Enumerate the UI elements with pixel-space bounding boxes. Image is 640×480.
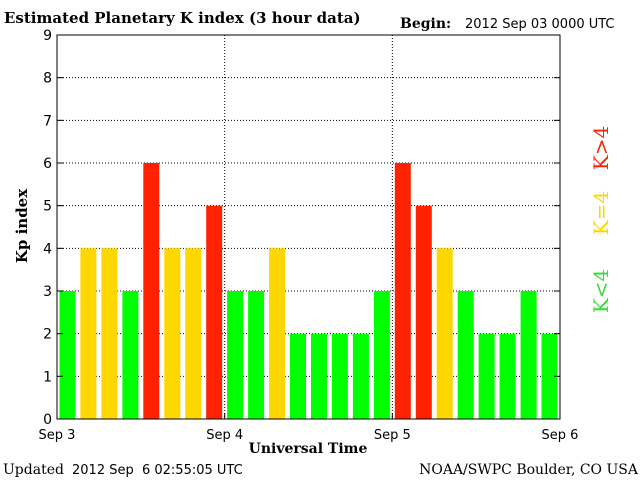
- legend-item-k-equal-4: K=4: [589, 191, 613, 235]
- plot-area: 0 1 2 3 4 5 6 7 8 9 Sep 3 Sep 4 Sep 5 Sep 6: [39, 28, 579, 443]
- bar-kp-19: [436, 248, 453, 419]
- y-tick-label: 4: [43, 241, 52, 257]
- legend-item-k-less-4: K<4: [589, 269, 613, 313]
- source-credit: NOAA/SWPC Boulder, CO USA: [419, 462, 639, 478]
- y-tick-label: 7: [43, 113, 52, 129]
- bar-kp-13: [311, 333, 327, 419]
- y-tick-label: 9: [43, 28, 52, 44]
- bar-kp-21: [478, 333, 495, 419]
- bar-kp-12: [290, 333, 306, 419]
- bar-kp-8: [206, 205, 223, 419]
- bar-kp-3: [101, 248, 118, 419]
- y-axis-label: Kp index: [13, 188, 31, 263]
- y-tick-label: 6: [43, 156, 52, 172]
- y-tick-label: 1: [43, 369, 52, 385]
- begin-label: Begin:: [400, 16, 451, 32]
- updated-value: 2012 Sep 6 02:55:05 UTC: [72, 463, 243, 478]
- begin-value: 2012 Sep 03 0000 UTC: [465, 17, 615, 32]
- bar-kp-14: [331, 333, 348, 419]
- bar-kp-18: [415, 205, 432, 419]
- bar-kp-10: [248, 291, 265, 419]
- chart-title: Estimated Planetary K index (3 hour data…: [4, 9, 361, 27]
- bar-kp-16: [373, 291, 390, 419]
- x-tick-label: Sep 6: [542, 428, 579, 443]
- bar-kp-7: [185, 248, 202, 419]
- bar-kp-23: [520, 291, 537, 419]
- y-tick-label: 5: [43, 199, 52, 215]
- y-tick-label: 2: [43, 327, 52, 343]
- bar-kp-2: [80, 248, 97, 419]
- updated-label: Updated: [3, 462, 64, 478]
- y-tick-label: 3: [43, 284, 52, 300]
- bar-kp-6: [164, 248, 181, 419]
- y-tick-label: 8: [43, 71, 52, 87]
- x-tick-label: Sep 4: [206, 428, 243, 443]
- bar-kp-5: [143, 163, 160, 419]
- plot-frame: [56, 34, 561, 420]
- bar-kp-24: [541, 333, 558, 419]
- legend: K<4 K=4 K>4: [589, 126, 613, 313]
- x-tick-label: Sep 5: [374, 428, 411, 443]
- bar-kp-1: [59, 291, 76, 419]
- bar-kp-4: [122, 291, 139, 419]
- bar-kp-22: [499, 333, 516, 419]
- x-axis-label: Universal Time: [249, 441, 368, 457]
- legend-item-k-greater-4: K>4: [589, 126, 613, 170]
- x-tick-label: Sep 3: [39, 428, 76, 443]
- bar-kp-20: [457, 291, 474, 419]
- bar-kp-15: [352, 333, 369, 419]
- bar-kp-11: [269, 248, 286, 419]
- y-tick-label: 0: [43, 412, 52, 428]
- bar-kp-9: [227, 291, 244, 419]
- bar-kp-17: [394, 163, 411, 419]
